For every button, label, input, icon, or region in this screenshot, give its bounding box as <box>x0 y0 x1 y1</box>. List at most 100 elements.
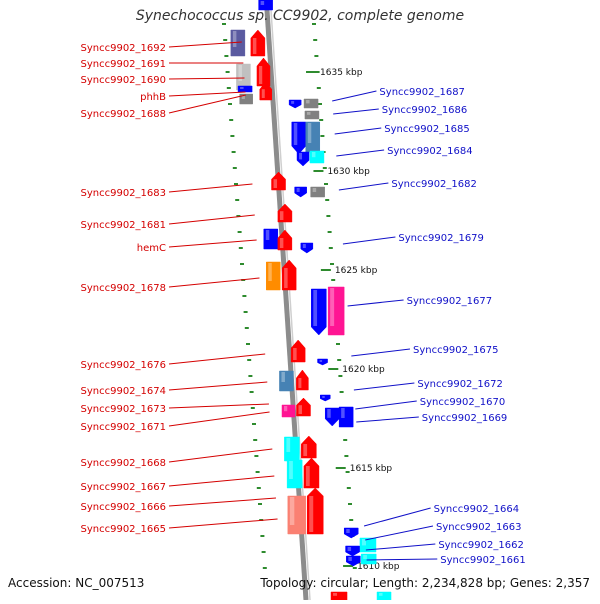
right-gene-leader <box>347 299 404 307</box>
scale-label: 1615 kbp <box>350 464 393 474</box>
left-gene-leader <box>168 403 269 409</box>
right-gene-leader <box>356 416 419 423</box>
right-gene-leader <box>334 127 382 135</box>
right-gene-label: Syncc9902_1677 <box>407 296 493 307</box>
gene-glyph-shine <box>363 555 367 559</box>
genome-summary-text: Topology: circular; Length: 2,234,828 bp… <box>260 576 590 590</box>
scale-label: 1620 kbp <box>342 365 385 375</box>
right-gene-label: Syncc9902_1687 <box>379 87 465 98</box>
gene-glyph-shine <box>252 38 257 54</box>
left-gene-leader <box>168 518 278 529</box>
gene-glyph-shine <box>327 409 331 418</box>
left-gene-label: Syncc9902_1673 <box>81 404 167 415</box>
gene-glyph-shine <box>284 406 288 412</box>
left-gene-label: Syncc9902_1666 <box>81 502 167 513</box>
gene-glyph-shine <box>293 123 298 145</box>
right-gene-leader <box>366 558 438 561</box>
left-gene-label: Syncc9902_1678 <box>81 283 167 294</box>
gene-glyph-shine <box>379 593 383 596</box>
left-gene-leader <box>168 239 257 248</box>
gene-glyph-shine <box>298 405 302 414</box>
map-title: Synechococcus sp. CC9902, complete genom… <box>135 8 465 24</box>
gene-glyph-shine <box>281 372 285 382</box>
gene-glyph-shine <box>299 153 303 160</box>
gene-glyph-shine <box>289 497 295 525</box>
gene-glyph-shine <box>361 539 366 546</box>
gene-glyph <box>320 394 331 402</box>
left-gene-leader <box>168 77 245 80</box>
left-gene-label: Syncc9902_1681 <box>81 220 167 231</box>
right-gene-leader <box>333 108 379 115</box>
gene-glyph-shine <box>307 123 312 143</box>
left-gene-leader <box>168 497 277 507</box>
gene-glyph-shine <box>265 230 270 240</box>
right-gene-label: Syncc9902_1679 <box>398 233 484 244</box>
right-gene-label: Syncc9902_1672 <box>417 379 503 390</box>
left-gene-label: Syncc9902_1671 <box>81 422 167 433</box>
gene-glyph-shine <box>312 188 317 192</box>
gene-glyph <box>296 369 309 391</box>
right-gene-leader <box>365 543 436 551</box>
right-gene-label: Syncc9902_1686 <box>382 105 468 116</box>
left-gene-leader <box>168 353 266 365</box>
right-gene-leader <box>365 525 434 541</box>
gene-glyph-shine <box>260 1 265 5</box>
gene-glyph <box>296 151 310 167</box>
left-gene-label: Syncc9902_1690 <box>81 75 167 86</box>
right-gene-leader <box>355 400 417 410</box>
left-gene-leader <box>168 183 253 193</box>
left-gene-leader <box>168 475 275 487</box>
left-gene-label: Syncc9902_1668 <box>81 458 167 469</box>
accession-text: Accession: NC_007513 <box>8 576 145 590</box>
right-gene-label: Syncc9902_1664 <box>434 504 520 515</box>
scale-label: 1630 kbp <box>327 167 370 177</box>
gene-glyph-shine <box>261 89 265 98</box>
right-gene-label: Syncc9902_1669 <box>422 413 508 424</box>
gene-glyph-shine <box>273 179 278 188</box>
right-gene-label: Syncc9902_1675 <box>413 345 499 356</box>
scale-label: 1635 kbp <box>320 68 363 78</box>
right-gene-label: Syncc9902_1661 <box>440 555 526 566</box>
gene-glyph-shine <box>306 112 311 115</box>
gene-glyph-shine <box>279 238 284 248</box>
left-gene-label: Syncc9902_1665 <box>81 524 167 535</box>
left-gene-leader <box>168 214 255 225</box>
right-gene-label: Syncc9902_1662 <box>438 540 524 551</box>
left-gene-leader <box>168 411 270 427</box>
gene-glyph-shine <box>330 288 335 326</box>
right-gene-leader <box>351 348 411 357</box>
left-gene-leader <box>168 381 268 391</box>
left-gene-label: Syncc9902_1683 <box>81 188 167 199</box>
left-gene-leader <box>168 277 260 288</box>
right-gene-label: Syncc9902_1685 <box>384 124 470 135</box>
right-gene-label: Syncc9902_1684 <box>387 146 473 157</box>
left-gene-leader <box>168 41 242 48</box>
left-gene-label: Syncc9902_1691 <box>81 59 167 70</box>
gene-glyph-shine <box>341 408 345 418</box>
right-gene-leader <box>338 182 389 191</box>
gene-glyph-shine <box>240 87 244 89</box>
gene-glyph-shine <box>302 244 306 248</box>
gene-glyph <box>294 186 307 198</box>
gene-glyph <box>288 99 302 109</box>
left-gene-leader <box>168 94 246 114</box>
gene-glyph-shine <box>291 101 295 104</box>
gene-glyph <box>281 404 296 418</box>
left-gene-label: Syncc9902_1667 <box>81 482 167 493</box>
right-gene-leader <box>336 149 385 157</box>
right-gene-leader <box>363 507 431 527</box>
gene-glyph-shine <box>311 152 316 158</box>
gene-glyph-shine <box>309 496 314 532</box>
gene-glyph-shine <box>293 348 297 360</box>
gene-glyph-shine <box>348 557 352 561</box>
right-gene-label: Syncc9902_1670 <box>420 397 506 408</box>
scale-label: 1610 kbp <box>357 562 400 572</box>
gene-glyph-shine <box>268 263 272 281</box>
left-gene-leader <box>168 91 246 97</box>
gene-glyph-shine <box>347 547 352 551</box>
gene-glyph-shine <box>303 444 308 456</box>
right-gene-label: Syncc9902_1682 <box>391 179 477 190</box>
scale-label: 1625 kbp <box>335 266 378 276</box>
